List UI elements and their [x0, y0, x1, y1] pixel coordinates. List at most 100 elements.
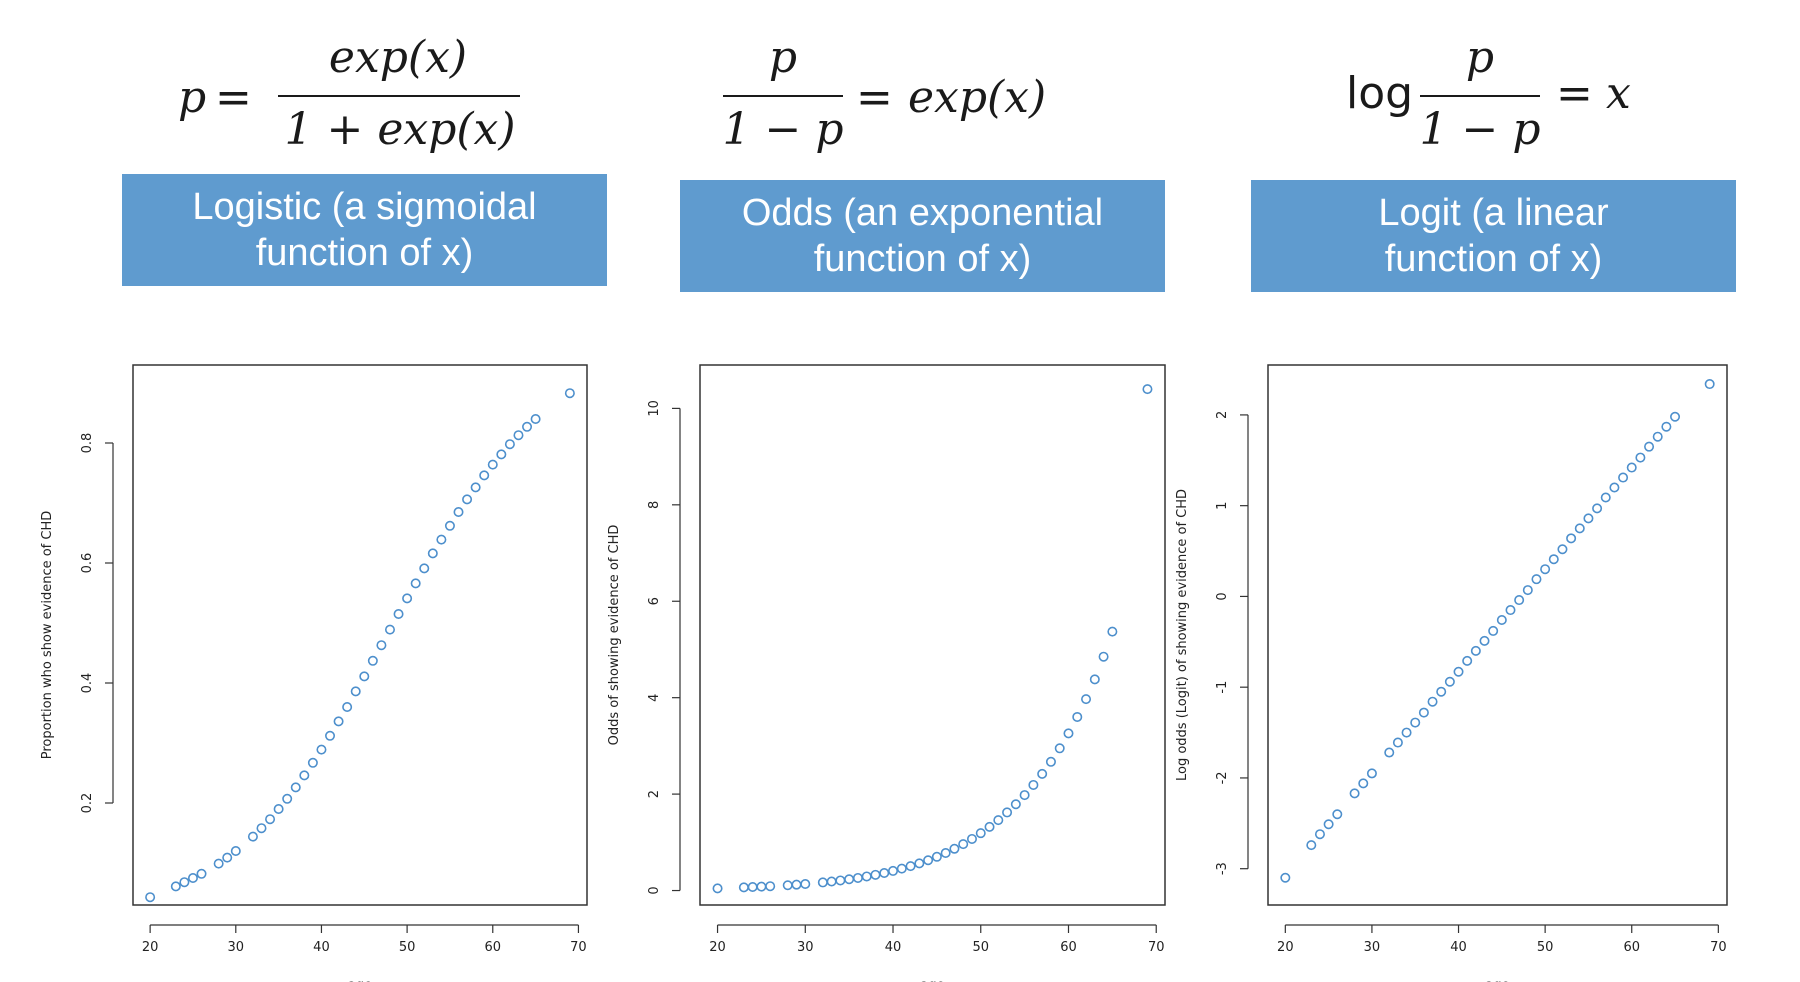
data-point — [1332, 809, 1343, 820]
data-point — [359, 671, 370, 682]
data-point — [1314, 829, 1325, 840]
formula-rhs: exp(x) — [908, 72, 1046, 123]
banner-line-2: function of x) — [813, 238, 1032, 280]
data-point — [419, 563, 430, 574]
x-tick-label: 70 — [1710, 940, 1727, 955]
banner-line-1: Logistic (a sigmoidal — [192, 186, 537, 228]
data-point — [325, 730, 336, 741]
data-point — [299, 770, 310, 781]
data-point — [145, 892, 156, 903]
data-point — [1704, 379, 1715, 390]
data-point — [187, 872, 198, 883]
y-axis-label: Log odds (Logit) of showing evidence of … — [1175, 489, 1190, 781]
data-point — [1661, 421, 1672, 432]
data-point — [747, 882, 758, 893]
banner-line-2: function of x) — [1384, 238, 1603, 280]
data-point — [1548, 554, 1559, 565]
data-point — [367, 655, 378, 666]
banner-logit: Logit (a linear function of x) — [1251, 180, 1736, 292]
data-point — [852, 872, 863, 883]
data-point — [290, 782, 301, 793]
x-tick-label: 20 — [1277, 940, 1294, 955]
scatter-plot-logit: 20 30 40 50 60 70 age -3 -2 -1 0 1 2 Log odds (Logit)… — [1175, 364, 1728, 982]
data-point — [342, 701, 353, 712]
panel-logit: log p 1 − p = x Logit (a linear function… — [1136, 0, 1736, 982]
data-point — [966, 833, 977, 844]
y-tick-label: -2 — [1215, 771, 1230, 784]
data-point — [1098, 651, 1109, 662]
data-point — [496, 449, 507, 460]
data-point — [1002, 807, 1013, 818]
data-point — [949, 843, 960, 854]
data-point — [393, 608, 404, 619]
data-point — [1280, 872, 1291, 883]
data-point — [444, 520, 455, 531]
data-point — [1635, 452, 1646, 463]
data-point — [1010, 799, 1021, 810]
data-point — [487, 459, 498, 470]
data-point — [984, 821, 995, 832]
data-point — [1306, 840, 1317, 851]
x-tick-label: 70 — [1148, 940, 1165, 955]
data-point — [530, 414, 541, 425]
data-point — [1427, 696, 1438, 707]
data-point — [350, 686, 361, 697]
data-point — [513, 430, 524, 441]
data-point — [1401, 727, 1412, 738]
data-point — [427, 548, 438, 559]
x-tick-label: 50 — [399, 940, 416, 955]
data-point — [896, 863, 907, 874]
data-point — [522, 421, 533, 432]
data-point — [1609, 482, 1620, 493]
formula-logit: log p 1 − p = x — [1346, 32, 1631, 155]
data-point — [931, 851, 942, 862]
y-tick-label: 0 — [647, 886, 662, 894]
panel-odds: p 1 − p = exp(x) Odds (an exponential fu… — [568, 0, 1168, 982]
data-point — [791, 879, 802, 890]
data-point — [1644, 441, 1655, 452]
formula-denominator: 1 − p — [723, 104, 844, 155]
y-tick-label: 8 — [647, 501, 662, 509]
formula-denominator: 1 − p — [1420, 104, 1541, 155]
formula-numerator: p — [769, 32, 797, 83]
data-point — [230, 845, 241, 856]
data-point — [879, 867, 890, 878]
plot-frame — [1267, 364, 1728, 906]
data-point — [402, 593, 413, 604]
formula-equals: = — [1556, 68, 1593, 119]
data-point — [436, 534, 447, 545]
data-point — [1583, 513, 1594, 524]
data-point — [712, 883, 723, 894]
formula-log: log — [1346, 68, 1413, 119]
scatter-plot-proportion: 20 30 40 50 60 70 age 0.2 0.4 0.6 0.8 Proportion wh… — [40, 364, 588, 982]
data-point — [1142, 384, 1153, 395]
x-axis-label: age — [1485, 978, 1509, 982]
formula-rhs: x — [1606, 68, 1631, 119]
data-point — [817, 877, 828, 888]
x-tick-label: 30 — [228, 940, 245, 955]
data-point — [196, 868, 207, 879]
formula-numerator: exp(x) — [329, 32, 467, 83]
y-tick-label: 2 — [647, 790, 662, 798]
data-point — [940, 847, 951, 858]
data-point — [1626, 462, 1637, 473]
plot-frame — [699, 364, 1166, 906]
data-point — [765, 881, 776, 892]
y-tick-label: 0.8 — [80, 433, 95, 454]
data-point — [1019, 790, 1030, 801]
data-point — [844, 874, 855, 885]
y-tick-label: 10 — [647, 400, 662, 417]
data-point — [1081, 694, 1092, 705]
y-tick-label: 0.2 — [80, 793, 95, 814]
y-axis-label: Proportion who show evidence of CHD — [40, 511, 55, 760]
y-tick-label: 0.6 — [80, 553, 95, 574]
data-point — [170, 881, 181, 892]
data-point — [782, 880, 793, 891]
y-tick-label: 1 — [1215, 502, 1230, 510]
data-point — [1384, 747, 1395, 758]
y-tick-label: 0.4 — [80, 673, 95, 694]
data-point — [1418, 707, 1429, 718]
x-tick-label: 40 — [885, 940, 902, 955]
data-point — [861, 871, 872, 882]
x-tick-label: 20 — [142, 940, 159, 955]
